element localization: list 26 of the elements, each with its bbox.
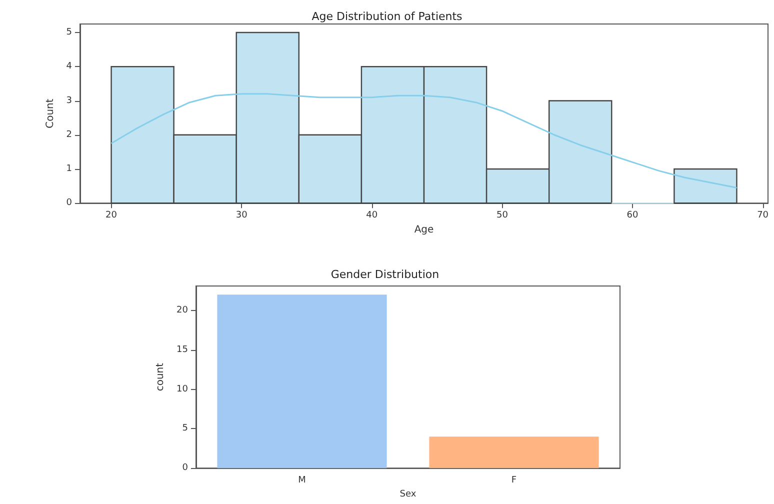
y-tick-label: 3: [66, 96, 72, 106]
x-axis-title: Age: [414, 224, 434, 236]
x-tick-label: 20: [106, 210, 118, 221]
x-axis-title: Sex: [400, 490, 417, 500]
y-tick-label: 5: [66, 28, 72, 38]
y-axis-title: Count: [44, 98, 56, 128]
line-series: [110, 93, 738, 188]
y-tick-label: 0: [182, 463, 188, 474]
x-tick-label: M: [298, 476, 306, 486]
y-tick-label: 20: [176, 305, 188, 316]
y-tick-label: 15: [176, 344, 188, 355]
y-tick-label: 10: [176, 384, 188, 394]
x-tick-label: 50: [496, 210, 508, 221]
x-tick-label: 70: [757, 210, 769, 221]
x-tick-label: 60: [626, 210, 638, 221]
y-tick-label: 0: [66, 198, 72, 208]
x-tick-label: 30: [236, 210, 248, 221]
y-axis-title: count: [155, 362, 166, 392]
y-tick-label: 1: [66, 164, 72, 174]
y-tick-label: 5: [182, 424, 188, 434]
chart-title: Gender Distribution: [330, 268, 440, 281]
x-tick-label: 40: [366, 210, 378, 221]
x-tick-label: F: [511, 476, 517, 486]
chart-title: Age Distribution of Patients: [312, 10, 463, 23]
y-tick-label: 4: [66, 62, 72, 72]
y-tick-label: 2: [66, 130, 72, 140]
